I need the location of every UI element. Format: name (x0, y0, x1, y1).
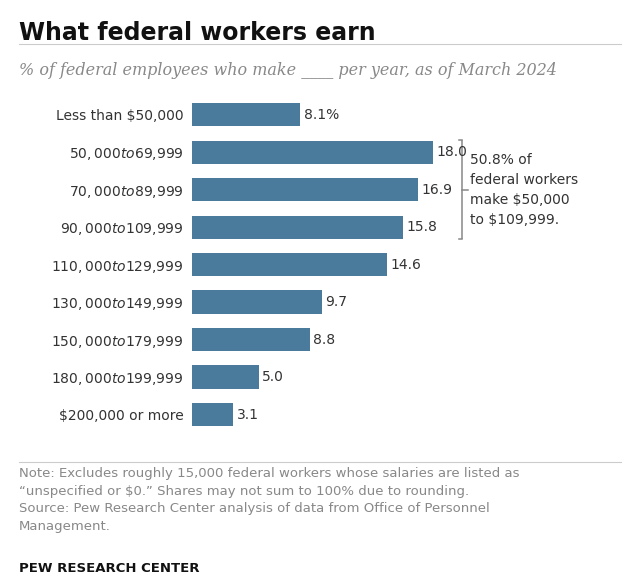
Text: 50.8% of
federal workers
make $50,000
to $109,999.: 50.8% of federal workers make $50,000 to… (470, 152, 578, 227)
Text: 15.8: 15.8 (407, 220, 438, 234)
Bar (192, 290, 322, 313)
Bar (192, 328, 310, 351)
Text: Note: Excludes roughly 15,000 federal workers whose salaries are listed as
“unsp: Note: Excludes roughly 15,000 federal wo… (19, 467, 520, 533)
Bar (192, 141, 433, 164)
Text: % of federal employees who make ____ per year, as of March 2024: % of federal employees who make ____ per… (19, 62, 557, 79)
Bar (192, 253, 387, 276)
Text: 5.0: 5.0 (262, 370, 284, 384)
Bar (192, 103, 300, 126)
Bar (192, 403, 234, 426)
Text: 8.8: 8.8 (313, 333, 335, 346)
Text: 18.0: 18.0 (436, 145, 467, 159)
Text: PEW RESEARCH CENTER: PEW RESEARCH CENTER (19, 562, 200, 574)
Text: 14.6: 14.6 (390, 258, 422, 272)
Text: 16.9: 16.9 (422, 183, 452, 196)
Bar (192, 365, 259, 389)
Bar (192, 178, 418, 201)
Text: 8.1%: 8.1% (304, 108, 339, 122)
Text: 9.7: 9.7 (325, 295, 347, 309)
Bar (192, 216, 403, 239)
Text: 3.1: 3.1 (237, 407, 259, 422)
Text: What federal workers earn: What federal workers earn (19, 21, 376, 45)
